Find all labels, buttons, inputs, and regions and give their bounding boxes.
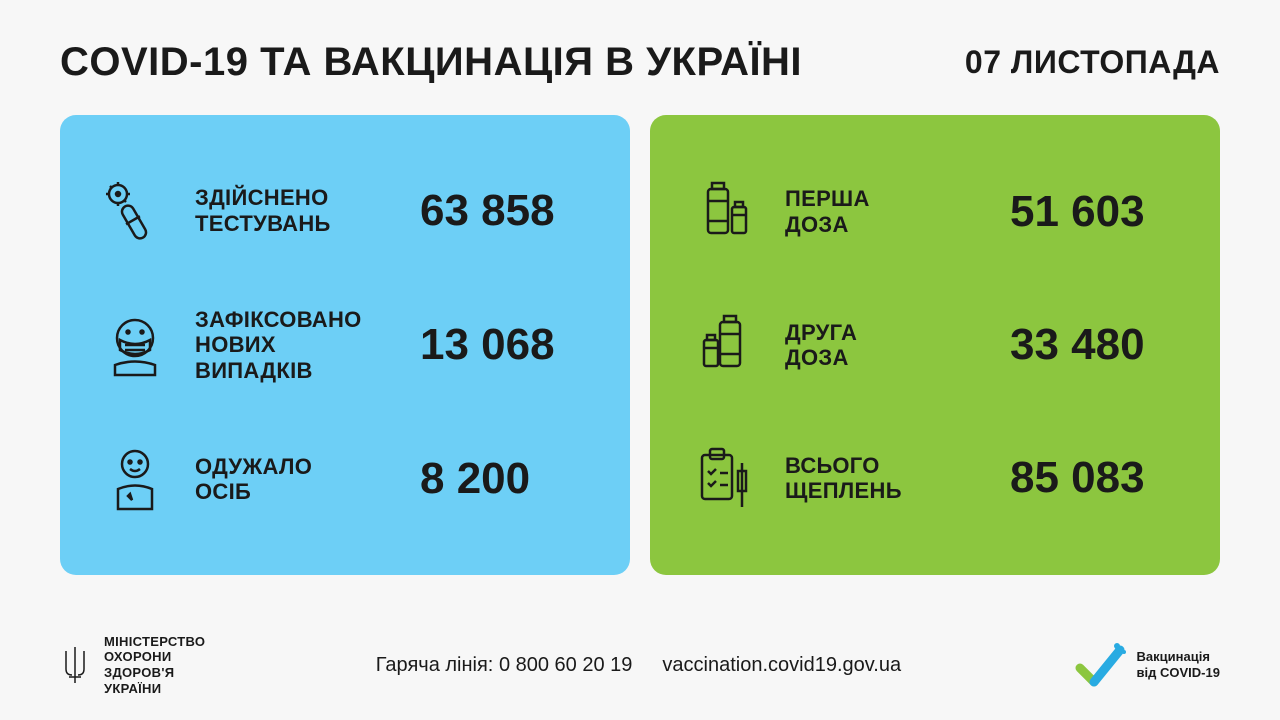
vaccination-logo: Вакцинаціявід COVID-19 xyxy=(1072,638,1220,693)
date-label: 07 ЛИСТОПАДА xyxy=(965,44,1220,81)
website-text: vaccination.covid19.gov.ua xyxy=(662,654,901,677)
cases-row: ЗАФІКСОВАНОНОВИХВИПАДКІВ 13 068 xyxy=(100,307,590,383)
page-title: COVID-19 ТА ВАКЦИНАЦІЯ В УКРАЇНІ xyxy=(60,40,802,85)
dose2-label: ДРУГАДОЗА xyxy=(785,320,985,371)
masked-person-icon xyxy=(100,310,170,380)
panels-container: ЗДІЙСНЕНОТЕСТУВАНЬ 63 858 ЗАФІКСОВАНОНОВ… xyxy=(0,105,1280,575)
test-tube-icon xyxy=(100,176,170,246)
total-label: ВСЬОГОЩЕПЛЕНЬ xyxy=(785,453,985,504)
tests-label: ЗДІЙСНЕНОТЕСТУВАНЬ xyxy=(195,185,395,236)
footer: МІНІСТЕРСТВООХОРОНИЗДОРОВ'ЯУКРАЇНИ Гаряч… xyxy=(0,610,1280,720)
trident-icon xyxy=(60,645,90,685)
recovered-value: 8 200 xyxy=(420,454,590,504)
tests-row: ЗДІЙСНЕНОТЕСТУВАНЬ 63 858 xyxy=(100,176,590,246)
dose1-row: ПЕРШАДОЗА 51 603 xyxy=(690,177,1180,247)
dose1-label: ПЕРШАДОЗА xyxy=(785,186,985,237)
vials-large-icon xyxy=(690,177,760,247)
checkmark-logo-icon xyxy=(1072,638,1127,693)
cases-value: 13 068 xyxy=(420,320,590,370)
cases-label: ЗАФІКСОВАНОНОВИХВИПАДКІВ xyxy=(195,307,395,383)
vials-small-icon xyxy=(690,310,760,380)
vaccination-logo-text: Вакцинаціявід COVID-19 xyxy=(1137,649,1220,680)
dose2-row: ДРУГАДОЗА 33 480 xyxy=(690,310,1180,380)
ministry-text: МІНІСТЕРСТВООХОРОНИЗДОРОВ'ЯУКРАЇНИ xyxy=(104,634,205,696)
vaccination-panel: ПЕРШАДОЗА 51 603 ДРУГАДОЗА 33 480 xyxy=(650,115,1220,575)
header: COVID-19 ТА ВАКЦИНАЦІЯ В УКРАЇНІ 07 ЛИСТ… xyxy=(0,0,1280,105)
dose1-value: 51 603 xyxy=(1010,187,1180,237)
clipboard-syringe-icon xyxy=(690,443,760,513)
recovered-person-icon xyxy=(100,444,170,514)
total-row: ВСЬОГОЩЕПЛЕНЬ 85 083 xyxy=(690,443,1180,513)
recovered-row: ОДУЖАЛООСІБ 8 200 xyxy=(100,444,590,514)
ministry-block: МІНІСТЕРСТВООХОРОНИЗДОРОВ'ЯУКРАЇНИ xyxy=(60,634,205,696)
hotline-block: Гаряча лінія: 0 800 60 20 19 vaccination… xyxy=(376,654,901,677)
covid-panel: ЗДІЙСНЕНОТЕСТУВАНЬ 63 858 ЗАФІКСОВАНОНОВ… xyxy=(60,115,630,575)
total-value: 85 083 xyxy=(1010,453,1180,503)
hotline-text: Гаряча лінія: 0 800 60 20 19 xyxy=(376,654,633,677)
tests-value: 63 858 xyxy=(420,186,590,236)
recovered-label: ОДУЖАЛООСІБ xyxy=(195,454,395,505)
dose2-value: 33 480 xyxy=(1010,320,1180,370)
